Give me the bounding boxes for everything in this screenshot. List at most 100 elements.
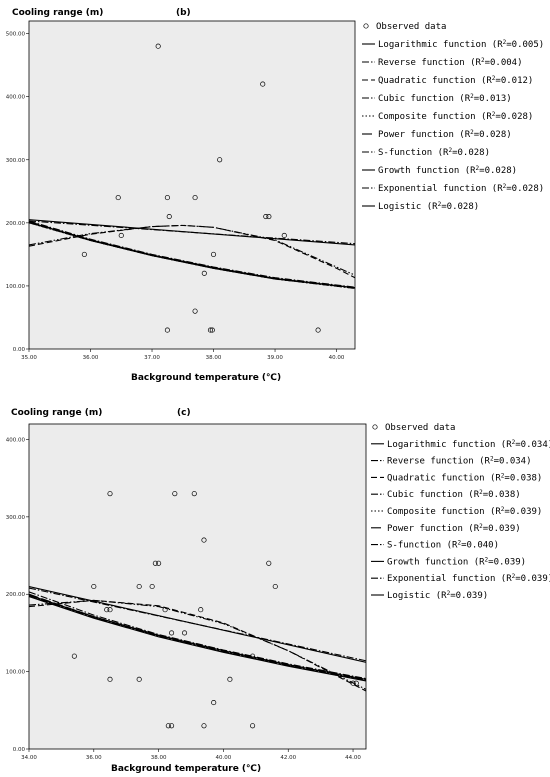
x-tick-label: 38.00 — [151, 755, 167, 761]
data-point — [260, 81, 266, 87]
y-tick-label: 300.00 — [6, 158, 26, 164]
y-tick-label: 0.00 — [13, 747, 26, 753]
legend-marker-observed — [363, 23, 369, 29]
data-point — [107, 607, 113, 613]
fitted-curves — [29, 585, 366, 692]
data-point — [115, 195, 121, 201]
plot-area — [28, 20, 356, 350]
data-point — [263, 213, 269, 220]
legend-label-9: Exponential function (R2=0.039) — [387, 573, 550, 584]
y-tick-label: 500.00 — [6, 32, 26, 38]
data-point — [250, 653, 256, 659]
legend-label-4: Cubic function (R2=0.038) — [387, 489, 521, 500]
data-point — [207, 327, 214, 333]
data-point — [201, 270, 207, 276]
data-point — [181, 630, 188, 636]
legend-label-5: Composite function (R2=0.028) — [378, 111, 533, 122]
data-point — [71, 653, 77, 659]
x-tick-label: 42.00 — [280, 755, 296, 761]
data-point — [165, 723, 171, 729]
fitted-curves — [29, 219, 355, 289]
chart-panel-c: Cooling range (m) (c) Background temperatu… — [6, 408, 550, 774]
data-point — [152, 560, 158, 566]
x-tick-label: 39.00 — [267, 355, 283, 361]
legend-label-8: Growth function (R2=0.039) — [387, 556, 526, 567]
x-tick-label: 36.00 — [86, 755, 102, 761]
data-point — [315, 327, 321, 333]
legend-label-3: Quadratic function (R2=0.038) — [387, 472, 542, 483]
legend-label-7: S-function (R2=0.028) — [378, 147, 490, 158]
x-tick-label: 34.00 — [21, 755, 37, 761]
observed-points — [71, 491, 359, 729]
legend-label-1: Logarithmic function (R2=0.005) — [378, 39, 544, 50]
x-tick-label: 35.00 — [21, 355, 37, 361]
y-axis-title: Cooling range (m) — [12, 8, 103, 18]
series-line-7 — [29, 220, 355, 288]
legend-label-8: Growth function (R2=0.028) — [378, 165, 517, 176]
series-line-4 — [29, 224, 355, 276]
data-point — [350, 680, 356, 686]
legend-label-6: Power function (R2=0.039) — [387, 523, 521, 534]
data-point — [169, 723, 175, 729]
legend-label-1: Logarithmic function (R2=0.034) — [387, 439, 550, 450]
data-point — [118, 232, 124, 239]
y-tick-label: 200.00 — [6, 592, 26, 598]
y-tick-label: 400.00 — [6, 95, 26, 101]
legend-label-observed: Observed data — [385, 423, 455, 433]
data-point — [149, 583, 155, 590]
data-point — [164, 195, 170, 201]
data-point — [217, 157, 223, 163]
legend-label-2: Reverse function (R2=0.034) — [387, 456, 532, 467]
data-point — [192, 195, 198, 201]
legend: Observed data Logarithmic function (R2=0.… — [371, 423, 550, 601]
data-point — [353, 680, 359, 686]
data-point — [162, 607, 168, 613]
y-tick-label: 100.00 — [6, 284, 26, 290]
x-axis-title: Background temperature (℃) — [131, 373, 281, 383]
legend-label-7: S-function (R2=0.040) — [387, 540, 499, 551]
legend: Observed data Logarithmic function (R2=0.… — [362, 22, 544, 212]
chart-panel-b: Cooling range (m) (b) Background temperatu… — [6, 8, 544, 383]
data-point — [272, 583, 278, 590]
series-line-4 — [29, 599, 366, 690]
data-point — [155, 43, 161, 49]
y-tick-label: 0.00 — [13, 347, 26, 353]
data-point — [191, 491, 197, 497]
y-tick-label: 100.00 — [6, 670, 26, 676]
x-tick-label: 40.00 — [329, 355, 345, 361]
series-line-2 — [29, 220, 355, 245]
series-line-9 — [29, 595, 366, 681]
observed-points — [81, 43, 321, 333]
data-point — [201, 723, 207, 729]
panel-label: (b) — [176, 8, 191, 18]
x-tick-label: 37.00 — [144, 355, 160, 361]
legend-label-10: Logistic (R2=0.039) — [387, 590, 488, 601]
x-tick-label: 38.00 — [206, 355, 222, 361]
data-point — [169, 630, 175, 636]
data-point — [107, 676, 113, 682]
data-point — [227, 676, 233, 682]
legend-label-4: Cubic function (R2=0.013) — [378, 93, 512, 104]
data-point — [266, 213, 272, 220]
legend-label-6: Power function (R2=0.028) — [378, 129, 512, 140]
x-tick-label: 40.00 — [216, 755, 232, 761]
data-point — [81, 251, 87, 257]
y-tick-label: 200.00 — [6, 221, 26, 227]
panel-label: (c) — [177, 408, 191, 418]
x-tick-label: 44.00 — [345, 755, 361, 761]
series-line-10 — [29, 594, 366, 680]
legend-label-observed: Observed data — [376, 22, 446, 32]
data-point — [211, 700, 217, 706]
series-line-2 — [29, 587, 366, 662]
series-line-9 — [29, 222, 355, 289]
y-axis-title: Cooling range (m) — [11, 408, 102, 418]
data-point — [136, 583, 142, 590]
data-point — [136, 676, 142, 682]
legend-label-5: Composite function (R2=0.039) — [387, 506, 542, 517]
legend-label-3: Quadratic function (R2=0.012) — [378, 75, 533, 86]
data-point — [104, 607, 110, 613]
legend-label-9: Exponential function (R2=0.028) — [378, 183, 544, 194]
legend-label-2: Reverse function (R2=0.004) — [378, 57, 523, 68]
data-point — [201, 537, 207, 543]
